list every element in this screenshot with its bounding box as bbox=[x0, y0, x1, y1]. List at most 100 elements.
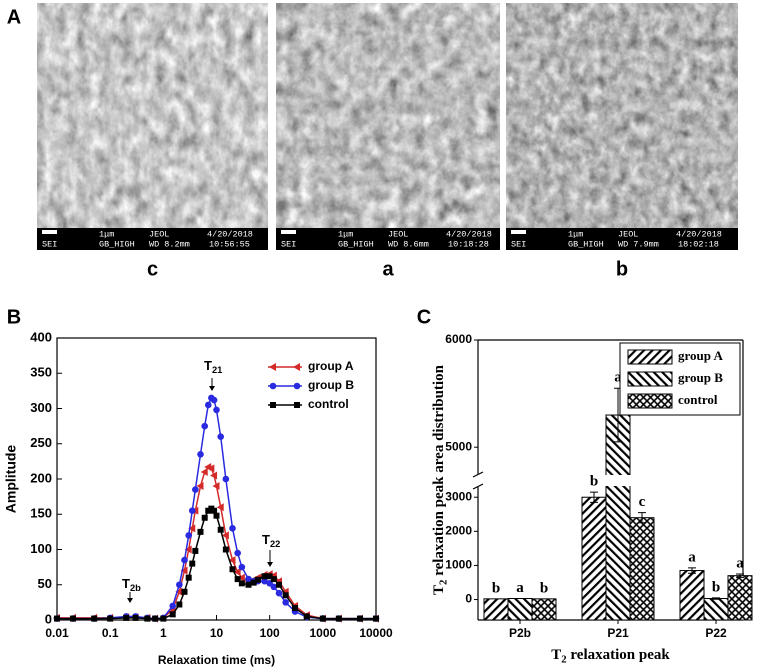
bar bbox=[727, 575, 753, 621]
point bbox=[250, 579, 257, 586]
legend-marker bbox=[294, 402, 300, 408]
point bbox=[152, 615, 159, 622]
x-axis-label: T2 relaxation peak bbox=[551, 647, 670, 666]
bar bbox=[483, 598, 509, 621]
point bbox=[181, 588, 188, 595]
y-tick-label: 50 bbox=[38, 576, 52, 591]
sem-maker: JEOL bbox=[388, 229, 408, 239]
point bbox=[192, 486, 199, 493]
x-axis-label-sub: 2 bbox=[561, 654, 566, 666]
series-line bbox=[57, 466, 376, 620]
sem-date: 4/20/2018 bbox=[207, 229, 253, 239]
significance-letter: b bbox=[540, 580, 548, 596]
y-tick-label: 6000 bbox=[445, 332, 472, 346]
x-tick-label: 1 bbox=[160, 626, 167, 640]
y-tick-label: 150 bbox=[30, 506, 52, 521]
y-axis-label: T2 relaxation peak area distribution bbox=[431, 364, 450, 595]
x-axis-label: Relaxation time (ms) bbox=[158, 653, 275, 667]
x-tick-label: 10 bbox=[210, 626, 224, 640]
sem-setting: GB_HIGH bbox=[338, 239, 374, 249]
sem-time: 10:18:28 bbox=[448, 239, 489, 249]
y-axis-label-sub: 2 bbox=[438, 580, 450, 585]
point bbox=[201, 422, 209, 430]
sem-caption: b bbox=[616, 258, 628, 280]
point bbox=[282, 592, 289, 599]
sem-scale: 1μm bbox=[99, 229, 114, 239]
panel-label: B bbox=[7, 306, 21, 328]
legend-label: group B bbox=[678, 370, 723, 385]
legend-patch bbox=[627, 393, 673, 409]
legend-marker bbox=[293, 382, 301, 390]
legend-label: control bbox=[678, 392, 718, 407]
point bbox=[292, 605, 299, 612]
annotation-main: T bbox=[262, 532, 270, 547]
legend-marker bbox=[293, 363, 300, 371]
y-tick-label: 0 bbox=[465, 592, 472, 606]
point bbox=[356, 615, 363, 622]
point bbox=[270, 583, 278, 591]
x-tick-label: 0.1 bbox=[102, 626, 119, 640]
sem-scale: 1μm bbox=[568, 229, 583, 239]
bar bbox=[507, 598, 533, 621]
bar-break bbox=[605, 475, 631, 486]
legend-patch bbox=[627, 349, 673, 365]
point bbox=[221, 531, 229, 540]
error-bar bbox=[712, 597, 720, 600]
point bbox=[233, 568, 241, 577]
x-axis-label-main: T bbox=[551, 647, 561, 663]
point bbox=[54, 615, 60, 622]
point bbox=[254, 576, 261, 583]
point bbox=[132, 614, 139, 621]
axis-break bbox=[472, 471, 484, 478]
point bbox=[189, 560, 196, 567]
point bbox=[185, 532, 193, 539]
annotation-sub: 22 bbox=[270, 539, 280, 549]
legend-label: group A bbox=[308, 359, 354, 373]
point bbox=[185, 574, 192, 581]
point bbox=[192, 547, 199, 554]
point bbox=[169, 611, 176, 618]
x-tick-label: 1000 bbox=[309, 626, 336, 640]
info-bar bbox=[276, 228, 500, 250]
error-bar bbox=[590, 491, 598, 503]
y-tick-label: 300 bbox=[30, 400, 52, 415]
info-bar bbox=[37, 228, 268, 250]
point bbox=[373, 615, 379, 622]
y-axis-label: Amplitude bbox=[3, 445, 19, 514]
point bbox=[212, 482, 220, 491]
point bbox=[216, 503, 224, 512]
point bbox=[261, 573, 268, 580]
y-tick-label: 5000 bbox=[445, 439, 472, 453]
point bbox=[188, 524, 196, 533]
point bbox=[335, 615, 342, 622]
y-tick-label: 0 bbox=[45, 611, 52, 626]
sem-maker: JEOL bbox=[618, 229, 638, 239]
point bbox=[276, 581, 283, 588]
scale-bar bbox=[281, 230, 296, 234]
point bbox=[210, 471, 218, 480]
point bbox=[303, 613, 310, 620]
point bbox=[266, 573, 273, 580]
sem-image bbox=[506, 3, 738, 228]
point bbox=[217, 526, 224, 533]
annotation-main: T bbox=[204, 358, 212, 373]
scale-bar bbox=[511, 230, 526, 234]
error-bar bbox=[736, 573, 744, 578]
point bbox=[180, 566, 188, 575]
error-bar bbox=[638, 512, 646, 524]
x-tick-label: P22 bbox=[705, 626, 727, 640]
annotation-arrowhead bbox=[267, 562, 273, 567]
point bbox=[211, 507, 218, 514]
sem-wd: WD 7.9mm bbox=[618, 239, 659, 249]
x-tick-label: P21 bbox=[607, 626, 629, 640]
legend-marker bbox=[269, 363, 276, 371]
point bbox=[197, 451, 204, 458]
significance-letter: a bbox=[736, 555, 744, 571]
annotation-arrowhead bbox=[127, 598, 133, 603]
y-axis-label-main: T bbox=[431, 585, 447, 595]
annotation: T22 bbox=[262, 532, 280, 549]
significance-letter: b bbox=[590, 474, 598, 490]
point bbox=[270, 576, 277, 583]
error-bar bbox=[688, 567, 696, 574]
